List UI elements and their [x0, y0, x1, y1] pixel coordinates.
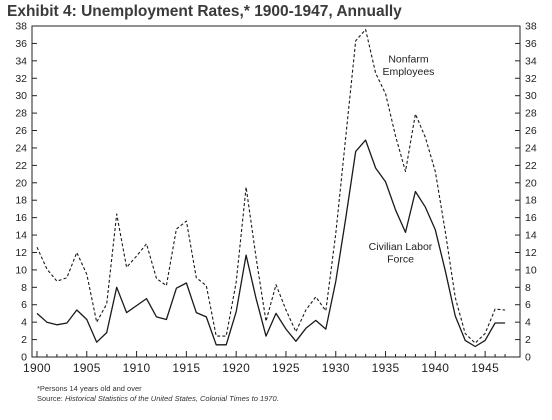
civilian-labor-force-label-line-1: Civilian Labor	[369, 241, 433, 253]
x-tick-label-1915: 1915	[172, 361, 200, 375]
chart-notes: *Persons 14 years old and over Source: H…	[37, 384, 279, 404]
y-tick-label-left-14: 14	[15, 230, 27, 242]
source-title: Historical Statistics of the United Stat…	[64, 394, 277, 403]
y-tick-label-right-18: 18	[525, 195, 537, 207]
x-tick-label-1930: 1930	[322, 361, 350, 375]
y-tick-label-right-2: 2	[525, 334, 531, 346]
x-tick-label-1925: 1925	[272, 361, 300, 375]
footnote: *Persons 14 years old and over	[37, 384, 142, 393]
y-tick-label-right-30: 30	[525, 90, 537, 102]
y-tick-label-left-32: 32	[15, 73, 27, 85]
y-tick-label-right-12: 12	[525, 247, 537, 259]
source-line: Source: Historical Statistics of the Uni…	[37, 394, 279, 404]
x-tick-label-1920: 1920	[222, 361, 250, 375]
series-line-civilian-labor-force	[36, 139, 506, 348]
y-tick-label-right-32: 32	[525, 73, 537, 85]
source-prefix: Source:	[37, 394, 65, 403]
x-tick-label-1900: 1900	[23, 361, 51, 375]
y-tick-label-left-36: 36	[15, 38, 27, 50]
civilian-labor-force-label: Civilian Labor Force	[369, 241, 433, 266]
y-tick-label-right-24: 24	[525, 142, 537, 154]
x-tick-label-1945: 1945	[471, 361, 499, 375]
nonfarm-employees-label: Nonfarm Employees	[382, 54, 434, 79]
y-tick-label-right-4: 4	[525, 317, 531, 329]
civilian-labor-force-label-line-2: Force	[387, 253, 414, 265]
y-tick-label-left-20: 20	[15, 177, 27, 189]
y-tick-label-left-0: 0	[21, 352, 27, 364]
y-tick-label-left-18: 18	[15, 195, 27, 207]
y-tick-label-left-26: 26	[15, 125, 27, 137]
y-tick-label-left-6: 6	[21, 299, 27, 311]
x-tick-label-1905: 1905	[73, 361, 101, 375]
y-tick-label-left-12: 12	[15, 247, 27, 259]
y-tick-label-left-34: 34	[15, 55, 27, 67]
y-tick-label-right-38: 38	[525, 21, 537, 33]
y-tick-label-right-34: 34	[525, 55, 537, 67]
y-tick-label-right-6: 6	[525, 299, 531, 311]
y-tick-label-right-26: 26	[525, 125, 537, 137]
y-tick-label-left-2: 2	[21, 334, 27, 346]
y-tick-label-right-22: 22	[525, 160, 537, 172]
y-tick-label-right-14: 14	[525, 230, 537, 242]
y-tick-label-left-16: 16	[15, 212, 27, 224]
source-suffix: .	[276, 394, 279, 403]
y-tick-label-left-22: 22	[15, 160, 27, 172]
x-tick-label-1935: 1935	[372, 361, 400, 375]
y-tick-label-left-30: 30	[15, 90, 27, 102]
y-tick-label-left-24: 24	[15, 142, 27, 154]
y-tick-label-left-28: 28	[15, 108, 27, 120]
chart-title: Exhibit 4: Unemployment Rates,* 1900-194…	[7, 3, 402, 20]
x-tick-label-1910: 1910	[123, 361, 151, 375]
y-tick-label-right-20: 20	[525, 177, 537, 189]
y-tick-label-right-8: 8	[525, 282, 531, 294]
y-tick-label-right-28: 28	[525, 108, 537, 120]
y-tick-label-right-0: 0	[525, 352, 531, 364]
y-tick-label-left-10: 10	[15, 264, 27, 276]
y-tick-label-left-8: 8	[21, 282, 27, 294]
y-tick-label-right-16: 16	[525, 212, 537, 224]
y-tick-label-right-10: 10	[525, 264, 537, 276]
nonfarm-employees-label-line-1: Nonfarm	[388, 54, 429, 66]
y-tick-label-left-38: 38	[15, 21, 27, 33]
series-line-nonfarm-employees	[36, 28, 506, 344]
y-tick-label-right-36: 36	[525, 38, 537, 50]
x-tick-label-1940: 1940	[421, 361, 449, 375]
y-tick-label-left-4: 4	[21, 317, 27, 329]
nonfarm-employees-label-line-2: Employees	[382, 66, 434, 78]
